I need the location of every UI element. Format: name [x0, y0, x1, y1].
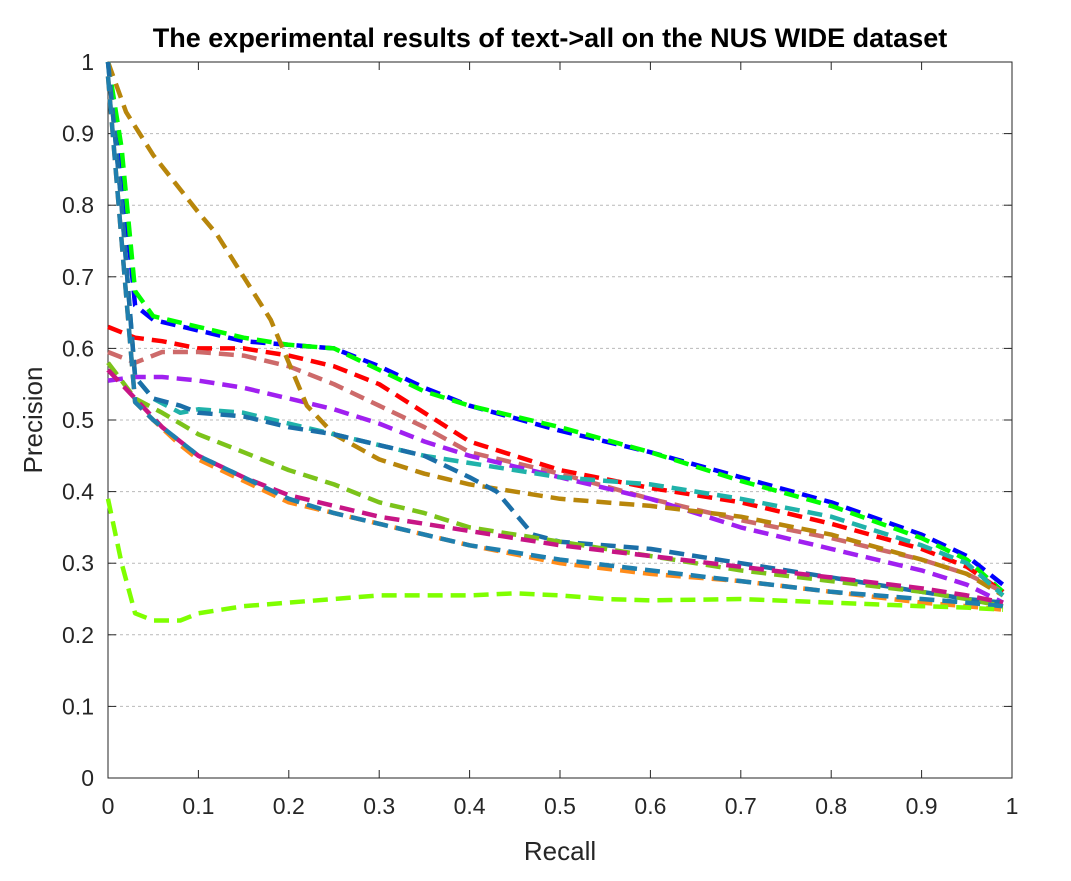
y-axis: 0 0.1 0.2 0.3 0.4 0.5 0.6 0.7 0.8 0.9 1: [62, 49, 1012, 791]
x-tick-label: 0.6: [634, 793, 666, 819]
series-line-13: [105, 498, 1004, 623]
x-tick-label: 0.9: [906, 793, 938, 819]
y-tick-label: 1: [81, 49, 94, 75]
y-tick-label: 0.8: [62, 192, 94, 218]
y-axis-label: Precision: [18, 367, 48, 474]
series-line-1: [105, 61, 1005, 587]
x-tick-label: 1: [1006, 793, 1019, 819]
series-line-11: [105, 76, 1004, 612]
x-tick-label: 0.3: [363, 793, 395, 819]
x-tick-label: 0.5: [544, 793, 576, 819]
series-lines: [105, 61, 1005, 623]
y-tick-label: 0.1: [62, 693, 94, 719]
grid-lines: [108, 133, 1012, 707]
series-line-5: [107, 374, 1004, 605]
y-tick-label: 0.6: [62, 335, 94, 361]
x-tick-label: 0: [102, 793, 115, 819]
y-tick-label: 0: [81, 765, 94, 791]
series-line-9: [106, 361, 1004, 609]
series-line-12: [105, 76, 1004, 609]
series-line-10: [106, 368, 1004, 605]
y-tick-label: 0.4: [62, 479, 94, 505]
y-tick-label: 0.3: [62, 550, 94, 576]
series-line-2: [105, 61, 1005, 594]
x-tick-label: 0.1: [182, 793, 214, 819]
y-tick-label: 0.9: [62, 121, 94, 147]
x-tick-label: 0.4: [454, 793, 486, 819]
series-line-6: [105, 61, 1005, 598]
x-tick-label: 0.7: [725, 793, 757, 819]
y-tick-label: 0.5: [62, 407, 94, 433]
y-tick-label: 0.7: [62, 264, 94, 290]
chart-title: The experimental results of text->all on…: [153, 23, 947, 53]
y-tick-label: 0.2: [62, 622, 94, 648]
series-line-3: [107, 324, 1005, 594]
series-line-8: [105, 61, 1004, 605]
x-axis: 0 0.1 0.2 0.3 0.4 0.5 0.6 0.7 0.8 0.9 1: [102, 62, 1019, 819]
x-axis-label: Recall: [524, 836, 596, 866]
series-line-4: [107, 349, 1004, 594]
x-tick-label: 0.8: [815, 793, 847, 819]
x-tick-label: 0.2: [273, 793, 305, 819]
